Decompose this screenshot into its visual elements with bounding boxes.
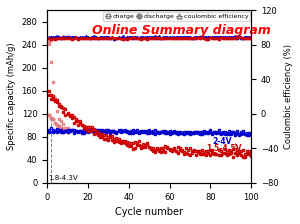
Text: 1.5-4.5V: 1.5-4.5V [206, 144, 242, 153]
Y-axis label: Specific capacity (mAh/g): Specific capacity (mAh/g) [7, 43, 16, 151]
Text: 1.8-4.3V: 1.8-4.3V [48, 175, 78, 181]
Legend: charge, discharge, coulombic efficiency: charge, discharge, coulombic efficiency [103, 12, 250, 21]
Text: Online Summary diagram: Online Summary diagram [92, 24, 271, 37]
Y-axis label: Coulombic efficiency (%): Coulombic efficiency (%) [284, 44, 293, 149]
X-axis label: Cycle number: Cycle number [115, 207, 183, 217]
Text: 2-4V: 2-4V [212, 137, 232, 146]
